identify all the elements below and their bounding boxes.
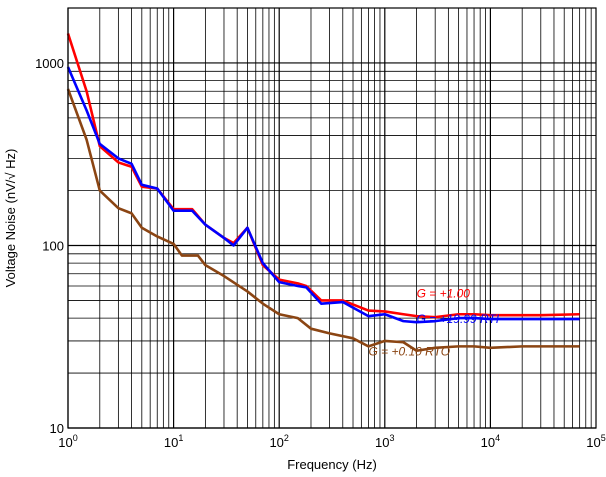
series-layer bbox=[66, 33, 580, 353]
series-label-0: G = +1.00 bbox=[417, 286, 471, 300]
minor-grid bbox=[68, 7, 596, 428]
x-tick-label-5: 105 bbox=[586, 433, 605, 450]
y-tick-label-0: 10 bbox=[50, 421, 64, 436]
y-axis-label: Voltage Noise (nV/√ Hz) bbox=[3, 149, 18, 288]
y-tick-label-2: 1000 bbox=[35, 56, 64, 71]
series-line-0 bbox=[66, 33, 580, 319]
x-tick-label-2: 102 bbox=[269, 433, 288, 450]
y-tick-label-1: 100 bbox=[42, 238, 64, 253]
series-line-1 bbox=[66, 66, 580, 324]
series-label-2: G = +0.10 RTO bbox=[368, 344, 450, 358]
x-tick-label-1: 101 bbox=[164, 433, 183, 450]
series-labels: G = +1.00 G = +19.99 RTI G = +0.10 RTO bbox=[368, 286, 499, 358]
x-tick-label-4: 104 bbox=[481, 433, 500, 450]
x-tick-label-3: 103 bbox=[375, 433, 394, 450]
major-grid bbox=[67, 8, 596, 429]
x-tick-label-0: 100 bbox=[58, 433, 77, 450]
x-axis-label: Frequency (Hz) bbox=[287, 457, 377, 472]
series-label-1: G = +19.99 RTI bbox=[417, 312, 500, 326]
series-line-2 bbox=[66, 88, 580, 353]
plot-frame bbox=[67, 7, 597, 429]
